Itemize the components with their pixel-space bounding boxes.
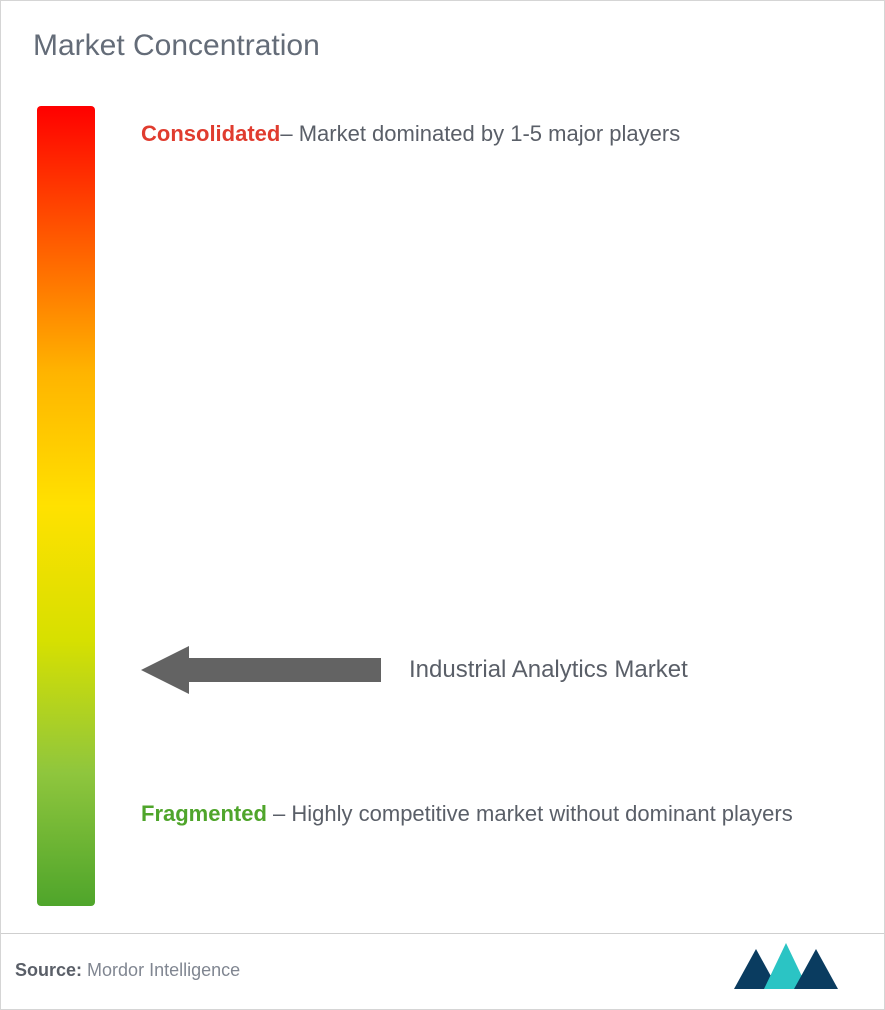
divider	[1, 933, 884, 934]
consolidated-label-block: Consolidated– Market dominated by 1-5 ma…	[141, 111, 841, 157]
fragmented-desc: – Highly competitive market without domi…	[267, 801, 793, 826]
source-text: Mordor Intelligence	[87, 960, 240, 980]
arrow-left-icon	[141, 646, 381, 694]
fragmented-label-block: Fragmented – Highly competitive market w…	[141, 791, 841, 837]
fragmented-label: Fragmented	[141, 801, 267, 826]
concentration-gradient-bar	[37, 106, 95, 906]
page-title: Market Concentration	[33, 29, 320, 63]
brand-logo-icon	[734, 943, 844, 989]
market-position-marker: Industrial Analytics Market	[141, 646, 688, 694]
consolidated-desc: – Market dominated by 1-5 major players	[280, 121, 680, 146]
marker-label: Industrial Analytics Market	[409, 656, 688, 684]
consolidated-label: Consolidated	[141, 121, 280, 146]
source-prefix: Source:	[15, 960, 82, 980]
source-attribution: Source: Mordor Intelligence	[15, 960, 240, 981]
